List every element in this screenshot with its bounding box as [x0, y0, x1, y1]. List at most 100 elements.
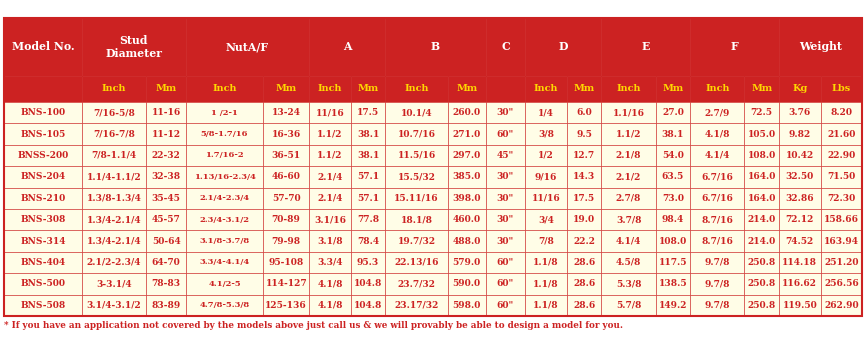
Bar: [690, 123, 745, 145]
Text: 22.90: 22.90: [828, 151, 855, 160]
Text: D: D: [559, 41, 568, 52]
Text: Mm: Mm: [276, 84, 297, 93]
Bar: [745, 209, 778, 230]
Bar: [81, 209, 146, 230]
Text: Mm: Mm: [357, 84, 379, 93]
Bar: [778, 187, 821, 209]
Text: B: B: [431, 41, 440, 52]
Text: Mm: Mm: [751, 84, 772, 93]
Bar: [448, 252, 485, 273]
Bar: [448, 273, 485, 294]
Bar: [656, 76, 690, 102]
Bar: [567, 230, 601, 252]
Bar: [4, 166, 81, 187]
Text: 4.1/4: 4.1/4: [616, 237, 641, 246]
Text: 46-60: 46-60: [272, 172, 301, 181]
Text: 28.6: 28.6: [573, 301, 595, 310]
Bar: [601, 294, 656, 316]
Text: 598.0: 598.0: [452, 301, 481, 310]
Bar: [263, 187, 309, 209]
Bar: [263, 273, 309, 294]
Bar: [81, 252, 146, 273]
Bar: [778, 209, 821, 230]
Bar: [385, 187, 448, 209]
Bar: [186, 18, 309, 76]
Text: 7/16-7/8: 7/16-7/8: [93, 130, 135, 139]
Bar: [263, 76, 309, 102]
Text: 149.2: 149.2: [658, 301, 687, 310]
Bar: [186, 230, 263, 252]
Bar: [146, 166, 186, 187]
Text: 385.0: 385.0: [452, 172, 481, 181]
Text: 164.0: 164.0: [747, 172, 776, 181]
Text: 72.30: 72.30: [828, 194, 855, 203]
Text: 262.90: 262.90: [824, 301, 859, 310]
Text: 271.0: 271.0: [452, 130, 481, 139]
Bar: [351, 102, 385, 123]
Text: 1.1/16: 1.1/16: [612, 108, 644, 117]
Bar: [146, 145, 186, 166]
Bar: [186, 273, 263, 294]
Text: 9.82: 9.82: [789, 130, 811, 139]
Bar: [567, 102, 601, 123]
Text: Inch: Inch: [102, 84, 126, 93]
Text: 11/16: 11/16: [316, 108, 344, 117]
Bar: [656, 166, 690, 187]
Bar: [745, 294, 778, 316]
Text: 18.1/8: 18.1/8: [400, 215, 432, 224]
Bar: [601, 209, 656, 230]
Text: 38.1: 38.1: [662, 130, 684, 139]
Text: 15.11/16: 15.11/16: [394, 194, 439, 203]
Bar: [81, 230, 146, 252]
Bar: [448, 123, 485, 145]
Bar: [567, 123, 601, 145]
Bar: [351, 145, 385, 166]
Text: 3.1/8-3.7/8: 3.1/8-3.7/8: [200, 237, 250, 245]
Bar: [385, 123, 448, 145]
Text: 6.7/16: 6.7/16: [702, 194, 734, 203]
Text: 23.7/32: 23.7/32: [398, 279, 436, 288]
Text: 119.50: 119.50: [783, 301, 817, 310]
Bar: [745, 102, 778, 123]
Bar: [485, 209, 525, 230]
Bar: [567, 294, 601, 316]
Bar: [745, 273, 778, 294]
Bar: [525, 273, 567, 294]
Bar: [263, 294, 309, 316]
Text: 114.18: 114.18: [782, 258, 817, 267]
Text: BNS-404: BNS-404: [21, 258, 66, 267]
Bar: [351, 273, 385, 294]
Bar: [81, 273, 146, 294]
Text: 1.1/8: 1.1/8: [534, 258, 559, 267]
Text: 3.1/8: 3.1/8: [317, 237, 343, 246]
Text: 8.7/16: 8.7/16: [702, 215, 734, 224]
Bar: [690, 18, 778, 76]
Bar: [4, 230, 81, 252]
Text: 11.5/16: 11.5/16: [398, 151, 436, 160]
Text: Inch: Inch: [534, 84, 558, 93]
Bar: [448, 294, 485, 316]
Text: 54.0: 54.0: [662, 151, 684, 160]
Text: Kg: Kg: [792, 84, 807, 93]
Bar: [4, 187, 81, 209]
Bar: [778, 273, 821, 294]
Text: Mm: Mm: [663, 84, 683, 93]
Text: 4.1/8: 4.1/8: [317, 301, 343, 310]
Text: 63.5: 63.5: [662, 172, 684, 181]
Text: 4.7/8-5.3/8: 4.7/8-5.3/8: [200, 301, 250, 309]
Bar: [385, 102, 448, 123]
Bar: [448, 230, 485, 252]
Bar: [778, 76, 821, 102]
Bar: [4, 123, 81, 145]
Bar: [567, 209, 601, 230]
Bar: [309, 123, 351, 145]
Bar: [745, 252, 778, 273]
Text: 19.7/32: 19.7/32: [398, 237, 436, 246]
Text: 72.5: 72.5: [751, 108, 772, 117]
Text: 1.1/2: 1.1/2: [317, 130, 343, 139]
Bar: [690, 166, 745, 187]
Text: 57.1: 57.1: [357, 194, 379, 203]
Bar: [690, 209, 745, 230]
Text: 22.13/16: 22.13/16: [394, 258, 439, 267]
Bar: [656, 209, 690, 230]
